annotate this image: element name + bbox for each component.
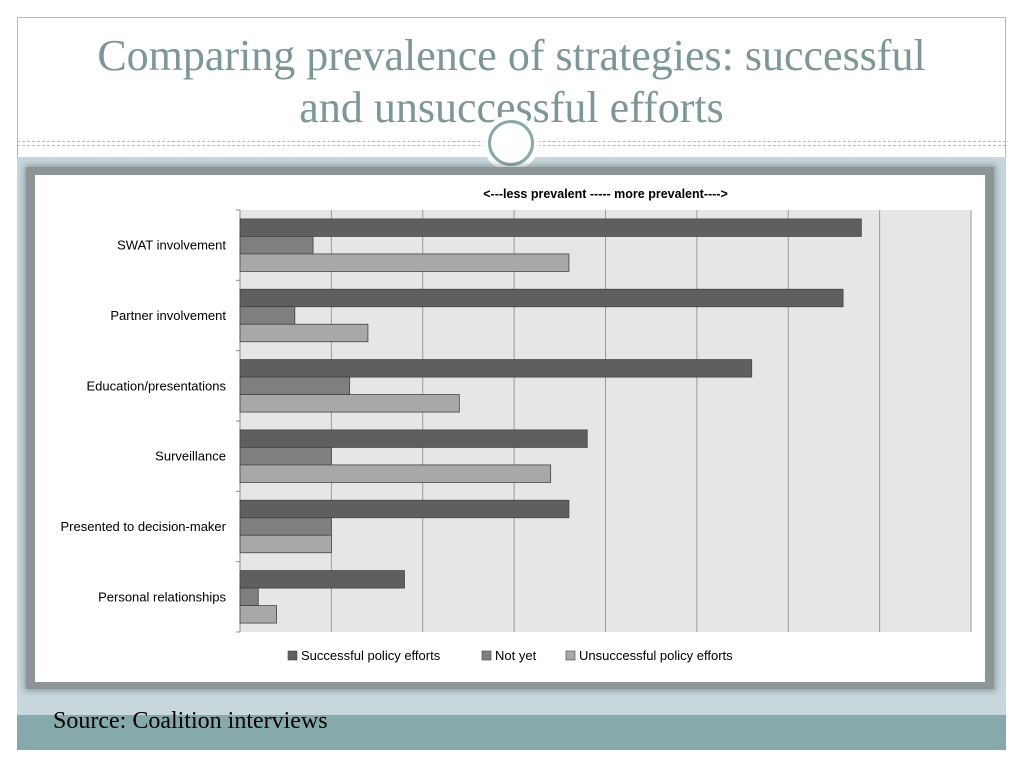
bar-unsuccessful-policy-efforts-swat-involvement (239, 253, 570, 272)
bar-successful-policy-efforts-partner-involvement (239, 288, 844, 308)
legend-swatch-successful-policy-efforts (287, 650, 298, 661)
category-label-education-presentations: Education/presentations (87, 378, 227, 393)
circle-ornament (483, 115, 539, 171)
slide-title-line-1: Comparing prevalence of strategies: succ… (97, 31, 926, 80)
bar-successful-policy-efforts-surveillance (239, 429, 588, 448)
legend-label-unsuccessful-policy-efforts: Unsuccessful policy efforts (579, 648, 733, 663)
bar-unsuccessful-policy-efforts-personal-relationships (239, 605, 277, 624)
category-label-surveillance: Surveillance (155, 449, 226, 464)
bar-not-yet-swat-involvement (239, 236, 314, 255)
bar-not-yet-personal-relationships (239, 587, 259, 606)
category-label-swat-involvement: SWAT involvement (117, 238, 226, 253)
bar-not-yet-partner-involvement (239, 306, 296, 325)
category-label-presented-to-decision-maker: Presented to decision-maker (61, 519, 227, 534)
bar-chart: <---less prevalent ----- more prevalent-… (61, 187, 972, 663)
bar-successful-policy-efforts-education-presentations (239, 359, 753, 378)
source-note: Source: Coalition interviews (53, 708, 328, 734)
bar-successful-policy-efforts-swat-involvement (239, 218, 862, 237)
bar-not-yet-surveillance (239, 447, 332, 466)
bar-not-yet-presented-to-decision-maker (239, 517, 332, 536)
bar-successful-policy-efforts-personal-relationships (239, 570, 405, 589)
chart-title: <---less prevalent ----- more prevalent-… (483, 187, 728, 201)
bar-not-yet-education-presentations (239, 376, 351, 395)
bar-unsuccessful-policy-efforts-education-presentations (239, 394, 460, 413)
legend-swatch-not-yet (481, 650, 492, 661)
bar-unsuccessful-policy-efforts-partner-involvement (239, 323, 369, 343)
category-label-partner-involvement: Partner involvement (110, 308, 226, 323)
category-label-personal-relationships: Personal relationships (98, 589, 226, 604)
bar-unsuccessful-policy-efforts-surveillance (239, 464, 552, 483)
slide-title: Comparing prevalence of strategies: succ… (17, 30, 1006, 134)
chart-frame: <---less prevalent ----- more prevalent-… (26, 167, 994, 689)
bar-successful-policy-efforts-presented-to-decision-maker (239, 499, 570, 519)
bar-unsuccessful-policy-efforts-presented-to-decision-maker (239, 534, 332, 554)
legend-label-not-yet: Not yet (495, 648, 537, 663)
circle-ornament-ring (488, 120, 534, 166)
chart-area: <---less prevalent ----- more prevalent-… (35, 175, 985, 682)
footer-band (17, 715, 1006, 750)
legend-swatch-unsuccessful-policy-efforts (565, 650, 576, 661)
legend-label-successful-policy-efforts: Successful policy efforts (301, 648, 441, 663)
